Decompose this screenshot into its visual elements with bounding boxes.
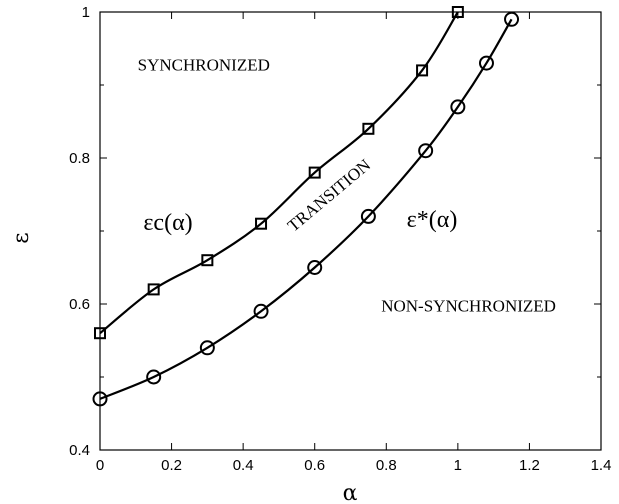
x-tick-label: 0.6 — [304, 457, 325, 474]
x-tick-label: 0 — [96, 457, 104, 474]
circle-marker — [478, 55, 494, 71]
x-tick-label: 0.8 — [376, 457, 397, 474]
circle-marker — [450, 99, 466, 115]
x-axis-label: α — [343, 481, 358, 504]
series-line-epsilon-star — [99, 18, 513, 400]
axis-tick-labels: 0 0.2 0.4 0.6 0.8 1 1.2 1.4 0.4 0.6 0.8 1 — [69, 4, 611, 474]
circle-marker — [199, 340, 215, 356]
square-marker — [94, 327, 106, 340]
circle-marker — [92, 391, 108, 407]
circle-marker — [307, 260, 323, 275]
square-marker — [147, 283, 160, 296]
series-label-epsilon-star: ε*(α) — [407, 207, 458, 233]
square-marker — [201, 254, 214, 267]
x-tick-label: 1.2 — [519, 457, 540, 474]
x-tick-label: 0.4 — [233, 457, 254, 474]
x-tick-label: 1.4 — [591, 457, 612, 474]
y-tick-label: 0.6 — [69, 296, 90, 313]
square-marker — [451, 6, 464, 18]
square-marker — [255, 217, 268, 230]
circle-marker — [146, 369, 162, 385]
y-tick-label: 0.8 — [69, 150, 90, 167]
y-tick-label: 0.4 — [69, 442, 90, 459]
circle-marker — [360, 208, 376, 224]
square-marker — [308, 166, 321, 179]
y-tick-label: 1 — [82, 4, 90, 21]
x-tick-label: 1 — [454, 457, 462, 474]
x-tick-label: 0.2 — [161, 457, 182, 474]
y-axis-label: ε — [9, 232, 34, 243]
region-label-non-synchronized: NON-SYNCHRONIZED — [381, 296, 556, 315]
circle-marker — [418, 143, 434, 159]
series-label-epsilon-c: εc(α) — [143, 210, 192, 236]
circle-marker — [504, 11, 520, 27]
circle-marker — [253, 303, 269, 319]
region-label-synchronized: SYNCHRONIZED — [138, 55, 270, 74]
square-marker — [362, 122, 375, 135]
series-markers — [92, 6, 520, 407]
square-marker — [416, 64, 429, 77]
